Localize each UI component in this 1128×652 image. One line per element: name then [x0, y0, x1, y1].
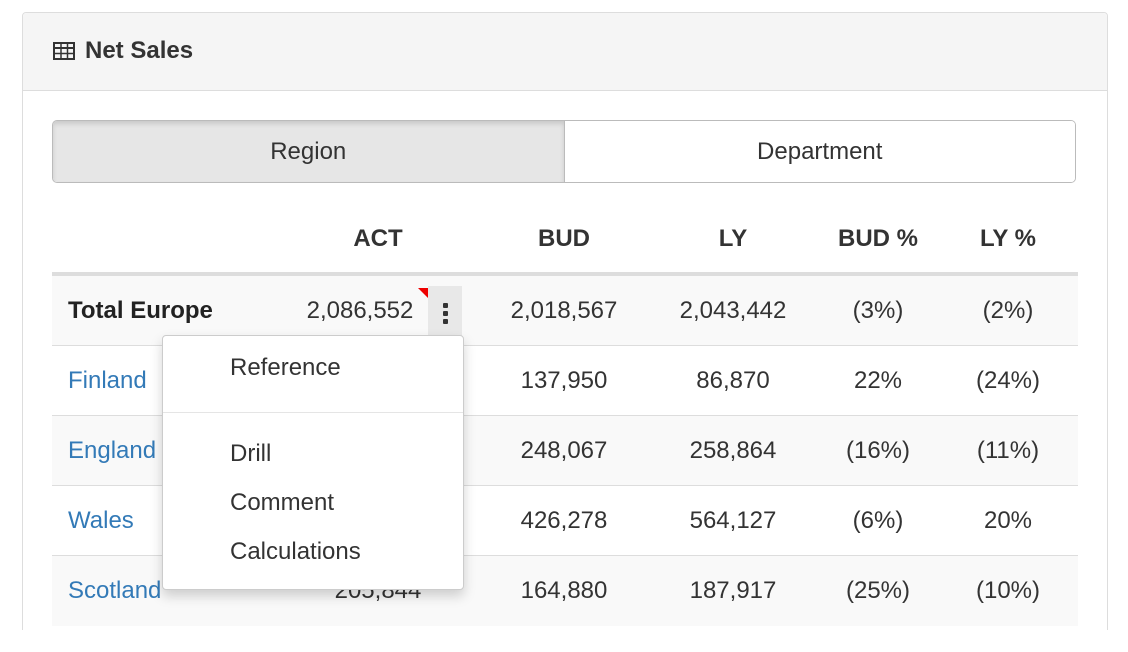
value-cell: 187,917: [689, 577, 777, 604]
column-header: BUD %: [837, 224, 918, 252]
panel-header: Net Sales: [23, 13, 1107, 91]
column-header: LY: [718, 224, 748, 252]
dot: [442, 302, 448, 308]
comment-flag: [418, 288, 428, 298]
value-cell: 258,864: [689, 437, 777, 464]
value-cell: (6%): [852, 507, 904, 534]
column-header: BUD: [538, 224, 590, 252]
value-cell: 2,043,442: [679, 297, 787, 324]
region-link[interactable]: Wales: [68, 507, 134, 534]
value-cell: 564,127: [689, 507, 777, 534]
table-row: Total Europe 2,086,552 2,018,567 2,043,442 (…: [52, 275, 1078, 346]
value-cell: 86,870: [696, 367, 770, 394]
value-cell: 137,950: [520, 367, 608, 394]
value-cell: 164,880: [520, 577, 608, 604]
table-icon: [53, 42, 75, 60]
table-header: ACT BUD LY BUD % LY %: [52, 205, 1078, 275]
dot: [442, 318, 448, 324]
value-cell: (11%): [976, 437, 1040, 464]
column-header: LY %: [979, 224, 1037, 252]
value-cell: (25%): [845, 577, 911, 604]
value-cell: 22%: [853, 367, 903, 394]
kebab-button[interactable]: [428, 286, 462, 340]
tab-group: Region Department: [52, 120, 1076, 183]
value-cell: (16%): [845, 437, 911, 464]
menu-item[interactable]: Comment: [230, 489, 335, 516]
value-cell: 2,086,552: [306, 297, 414, 324]
dot: [442, 310, 448, 316]
column-header: ACT: [353, 224, 403, 252]
region-link[interactable]: England: [68, 437, 157, 464]
menu-item[interactable]: Calculations: [230, 538, 361, 565]
tab[interactable]: Region: [53, 121, 565, 182]
table-row: Wales 426,278 564,127 (6%) 20%: [52, 485, 1078, 556]
panel-title: Net Sales: [85, 37, 194, 64]
value-cell: (24%): [975, 367, 1041, 394]
tab[interactable]: Department: [564, 121, 1075, 182]
table-row: Finland 137,950 86,870 22% (24%): [52, 345, 1078, 416]
value-cell: 248,067: [520, 437, 608, 464]
menu-item[interactable]: Drill: [230, 440, 272, 467]
value-cell: (2%): [982, 297, 1034, 324]
region-link[interactable]: Scotland: [68, 577, 162, 604]
value-cell: 426,278: [520, 507, 608, 534]
value-cell: 2,018,567: [510, 297, 618, 324]
menu-item[interactable]: Reference: [230, 354, 341, 381]
value-cell: (3%): [852, 297, 904, 324]
value-cell: (10%): [975, 577, 1041, 604]
value-cell: 20%: [983, 507, 1033, 534]
row-label: Total Europe: [68, 297, 213, 324]
region-link[interactable]: Finland: [68, 367, 147, 394]
context-menu: Reference Drill Comment Calculations: [162, 335, 464, 590]
menu-divider: [163, 412, 463, 413]
viewport: Net Sales Region Department ACT BUD LY BUD %…: [22, 12, 1108, 630]
